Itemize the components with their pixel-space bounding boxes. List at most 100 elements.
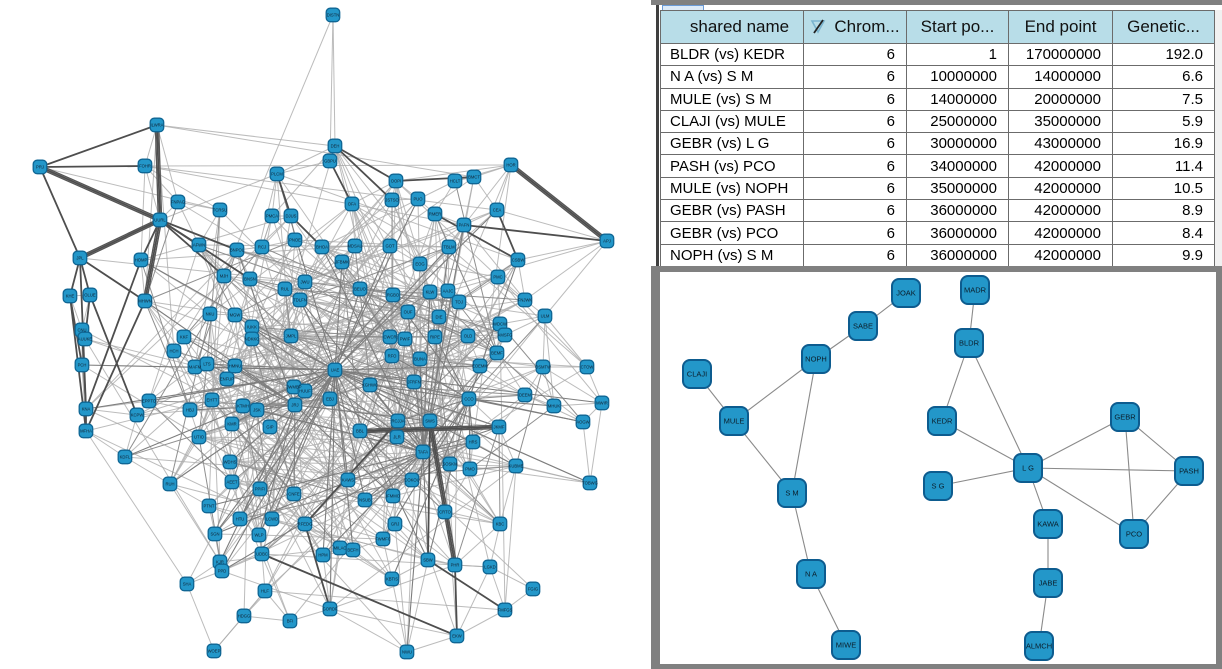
svg-text:BBL: BBL xyxy=(356,429,365,434)
svg-text:KHE: KHE xyxy=(66,294,75,299)
svg-text:FNJWK: FNJWK xyxy=(518,298,533,303)
svg-text:RIPE: RIPE xyxy=(430,335,440,340)
svg-text:PCO: PCO xyxy=(1126,530,1142,539)
svg-text:BHOA: BHOA xyxy=(316,245,328,250)
svg-text:WDHS: WDHS xyxy=(224,460,237,465)
svg-text:CSBW: CSBW xyxy=(512,258,525,263)
svg-text:KBTIS: KBTIS xyxy=(386,577,398,582)
svg-text:DEH: DEH xyxy=(331,144,340,149)
svg-text:EBJ: EBJ xyxy=(326,397,334,402)
svg-text:IFMMO: IFMMO xyxy=(386,494,401,499)
svg-text:FNPAG: FNPAG xyxy=(171,200,185,205)
svg-text:SOSKM: SOSKM xyxy=(442,462,458,467)
svg-text:PMO: PMO xyxy=(465,467,475,472)
svg-text:RFEDG: RFEDG xyxy=(298,522,313,527)
svg-text:RUH: RUH xyxy=(165,482,174,487)
svg-text:TDLFN: TDLFN xyxy=(293,298,307,303)
svg-text:HBJ: HBJ xyxy=(186,408,194,413)
svg-text:JFBMK: JFBMK xyxy=(335,260,349,265)
svg-text:AOGW: AOGW xyxy=(576,420,589,425)
svg-text:JMPL: JMPL xyxy=(286,334,297,339)
svg-text:RCJJA: RCJJA xyxy=(391,419,404,424)
svg-text:MIWE: MIWE xyxy=(836,641,856,650)
svg-text:NOPH: NOPH xyxy=(805,355,827,364)
svg-text:UAE: UAE xyxy=(331,368,340,373)
svg-text:AMSFG: AMSFG xyxy=(498,333,513,338)
svg-text:JWU: JWU xyxy=(300,280,309,285)
svg-text:GIP: GIP xyxy=(266,425,273,430)
svg-text:SGN: SGN xyxy=(210,532,219,537)
svg-text:PMCA: PMCA xyxy=(266,214,278,219)
svg-text:BNSN: BNSN xyxy=(244,277,256,282)
svg-text:TOJ: TOJ xyxy=(455,300,463,305)
svg-text:UURL: UURL xyxy=(154,218,166,223)
svg-text:NWU: NWU xyxy=(402,650,412,655)
svg-text:JSTSO: JSTSO xyxy=(385,198,399,203)
svg-text:CCO: CCO xyxy=(464,397,474,402)
svg-text:OLUE: OLUE xyxy=(84,293,96,298)
svg-text:MHWN: MHWN xyxy=(138,299,152,304)
svg-text:ILWRA: ILWRA xyxy=(151,123,164,128)
svg-text:PPIFI: PPIFI xyxy=(255,487,265,492)
svg-text:AUUKE: AUUKE xyxy=(78,337,93,342)
svg-text:HDGG: HDGG xyxy=(238,614,251,619)
svg-text:PPD: PPD xyxy=(218,569,227,574)
svg-text:DEEM: DEEM xyxy=(519,393,532,398)
svg-text:GBPU: GBPU xyxy=(324,159,336,164)
svg-text:JKMF: JKMF xyxy=(494,425,505,430)
svg-text:ULM: ULM xyxy=(541,314,550,319)
svg-text:PTNT: PTNT xyxy=(204,504,215,509)
svg-text:MDSAU: MDSAU xyxy=(347,244,362,249)
svg-text:DISTN: DISTN xyxy=(327,13,340,18)
svg-text:NKU: NKU xyxy=(206,312,215,317)
svg-text:PASH: PASH xyxy=(1179,467,1199,476)
svg-text:L G: L G xyxy=(1022,464,1034,473)
svg-text:RUL: RUL xyxy=(281,287,290,292)
svg-text:BEFH: BEFH xyxy=(347,548,358,553)
svg-text:WDCW: WDCW xyxy=(493,322,507,327)
svg-text:CEA: CEA xyxy=(493,208,502,213)
svg-text:HCLT: HCLT xyxy=(450,179,461,184)
svg-text:NDKKC: NDKKC xyxy=(245,337,260,342)
svg-text:MILAC: MILAC xyxy=(334,546,347,551)
svg-text:KBC: KBC xyxy=(496,522,505,527)
svg-text:PUO: PUO xyxy=(413,197,423,202)
svg-text:MWIR: MWIR xyxy=(596,401,608,406)
svg-text:BNPOL: BNPOL xyxy=(230,248,245,253)
svg-text:BFI: BFI xyxy=(287,619,294,624)
svg-text:MADR: MADR xyxy=(964,286,987,295)
svg-text:GEBR: GEBR xyxy=(1114,413,1136,422)
svg-text:JSK: JSK xyxy=(253,408,261,413)
svg-text:JPL: JPL xyxy=(76,256,84,261)
svg-text:HTU: HTU xyxy=(236,517,245,522)
svg-text:HUUF: HUUF xyxy=(299,389,311,394)
svg-text:KAWA: KAWA xyxy=(1037,520,1059,529)
svg-text:RCJ: RCJ xyxy=(258,245,266,250)
svg-text:CNU: CNU xyxy=(77,328,86,333)
svg-text:OLD: OLD xyxy=(464,334,473,339)
svg-text:CTOW: CTOW xyxy=(581,365,594,370)
svg-text:CRTO: CRTO xyxy=(439,510,451,515)
svg-text:HPM: HPM xyxy=(318,553,328,558)
svg-text:UTIO: UTIO xyxy=(194,435,205,440)
svg-text:EPPTO: EPPTO xyxy=(142,399,157,404)
svg-text:APJ: APJ xyxy=(603,239,611,244)
svg-text:PMC: PMC xyxy=(493,275,502,280)
svg-text:MJH: MJH xyxy=(220,274,229,279)
svg-text:SWS: SWS xyxy=(425,419,435,424)
svg-text:HCH: HCH xyxy=(169,349,178,354)
svg-text:SABE: SABE xyxy=(853,322,873,331)
svg-text:KAWS: KAWS xyxy=(342,478,354,483)
svg-text:HLF: HLF xyxy=(261,589,269,594)
svg-text:MFHA: MFHA xyxy=(80,429,92,434)
svg-text:OSMTW: OSMTW xyxy=(535,365,551,370)
svg-text:PHR: PHR xyxy=(451,563,460,568)
svg-text:MULE: MULE xyxy=(724,417,745,426)
svg-text:SBW: SBW xyxy=(423,558,433,563)
svg-text:DJUS: DJUS xyxy=(286,214,297,219)
svg-text:IUKK: IUKK xyxy=(247,325,257,330)
svg-text:HOR: HOR xyxy=(506,163,515,168)
svg-text:OFA: OFA xyxy=(348,202,357,207)
svg-text:NSUB: NSUB xyxy=(359,498,371,503)
svg-text:HOMP: HOMP xyxy=(135,258,148,263)
